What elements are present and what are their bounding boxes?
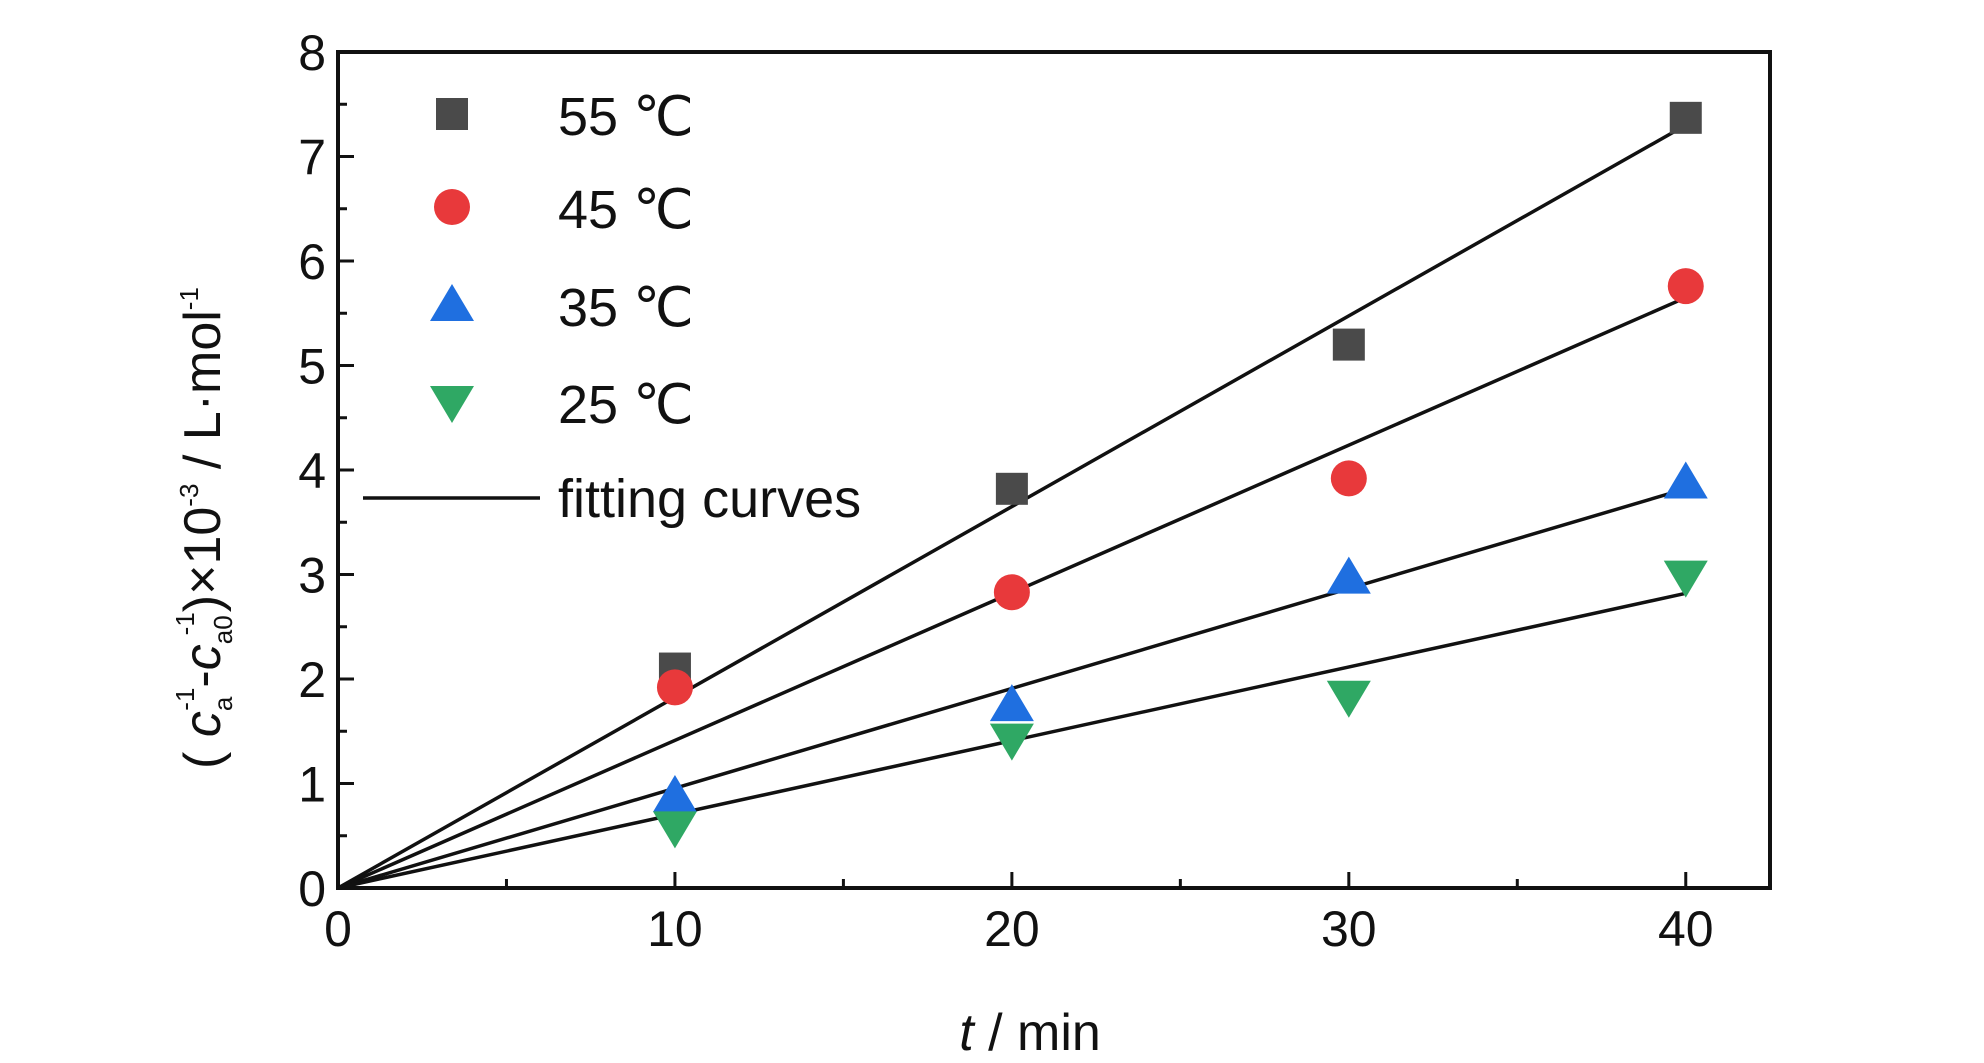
x-axis-title: t / min [959,1004,1101,1062]
y-tick-label: 6 [298,234,326,290]
legend-label: 25 ℃ [558,375,694,435]
data-point [1332,328,1365,361]
y-title-c1: c [174,711,232,737]
data-point [989,723,1034,761]
fit-lines [337,123,1687,890]
x-tick-label: 30 [1321,901,1377,957]
y-title-close: )×10 [174,507,232,613]
axes [336,50,1772,890]
legend-marker [436,98,468,130]
legend-label: 35 ℃ [558,278,694,338]
y-tick-label: 2 [298,652,326,708]
y-title-unit-sup: -1 [174,287,204,310]
y-title-c1-sub: a [208,696,238,711]
y-tick-label: 4 [298,443,326,499]
data-point [652,811,697,849]
y-tick-label: 0 [298,861,326,917]
x-tick-label: 0 [324,901,352,957]
data-point [995,472,1028,505]
y-tick-label: 8 [298,25,326,81]
x-tick-label: 10 [647,901,703,957]
data-point [652,775,697,813]
legend: 55 ℃ 45 ℃ 35 ℃ 25 ℃ fitting curves [363,87,861,529]
legend-label: 55 ℃ [558,87,694,147]
data-point [993,574,1030,611]
data-point [656,669,693,706]
x-tick-label: 40 [1658,901,1714,957]
y-tick-label: 3 [298,548,326,604]
tick-labels: 0 10 20 30 40 0 1 2 3 4 5 6 7 8 [298,25,1713,957]
data-point [1663,461,1708,499]
data-points [652,101,1708,849]
y-tick-label: 5 [298,339,326,395]
y-title-c2-sub: a0 [208,615,238,644]
y-title-c2-sup: -1 [170,612,200,635]
y-axis-title: ( ca-1-ca0-1)×10-3 / L·mol-1 [170,287,238,769]
data-point [1663,560,1708,598]
y-title-c1-sup: -1 [170,688,200,711]
legend-marker [430,386,474,423]
legend-fit-label: fitting curves [558,469,861,529]
data-point [1669,101,1702,134]
x-tick-label: 20 [984,901,1040,957]
x-axis-title-italic: t [959,1004,976,1062]
data-point [1667,268,1704,305]
legend-label: 45 ℃ [558,180,694,240]
data-point [1326,680,1371,718]
y-tick-label: 7 [298,130,326,186]
legend-marker [434,189,470,225]
y-tick-label: 1 [298,757,326,813]
data-point [1330,460,1367,497]
data-point [989,684,1034,722]
y-title-exp: -3 [174,484,204,507]
legend-marker [430,284,474,321]
y-title-open: ( [174,737,232,769]
y-title-c2: c [174,644,232,670]
fit-line [337,123,1687,890]
plot-frame [336,50,1772,890]
y-title-unit: / L·mol [174,310,232,483]
data-point [1326,556,1371,594]
y-title-minus: - [174,670,232,687]
x-axis-title-rest: / min [974,1004,1101,1062]
